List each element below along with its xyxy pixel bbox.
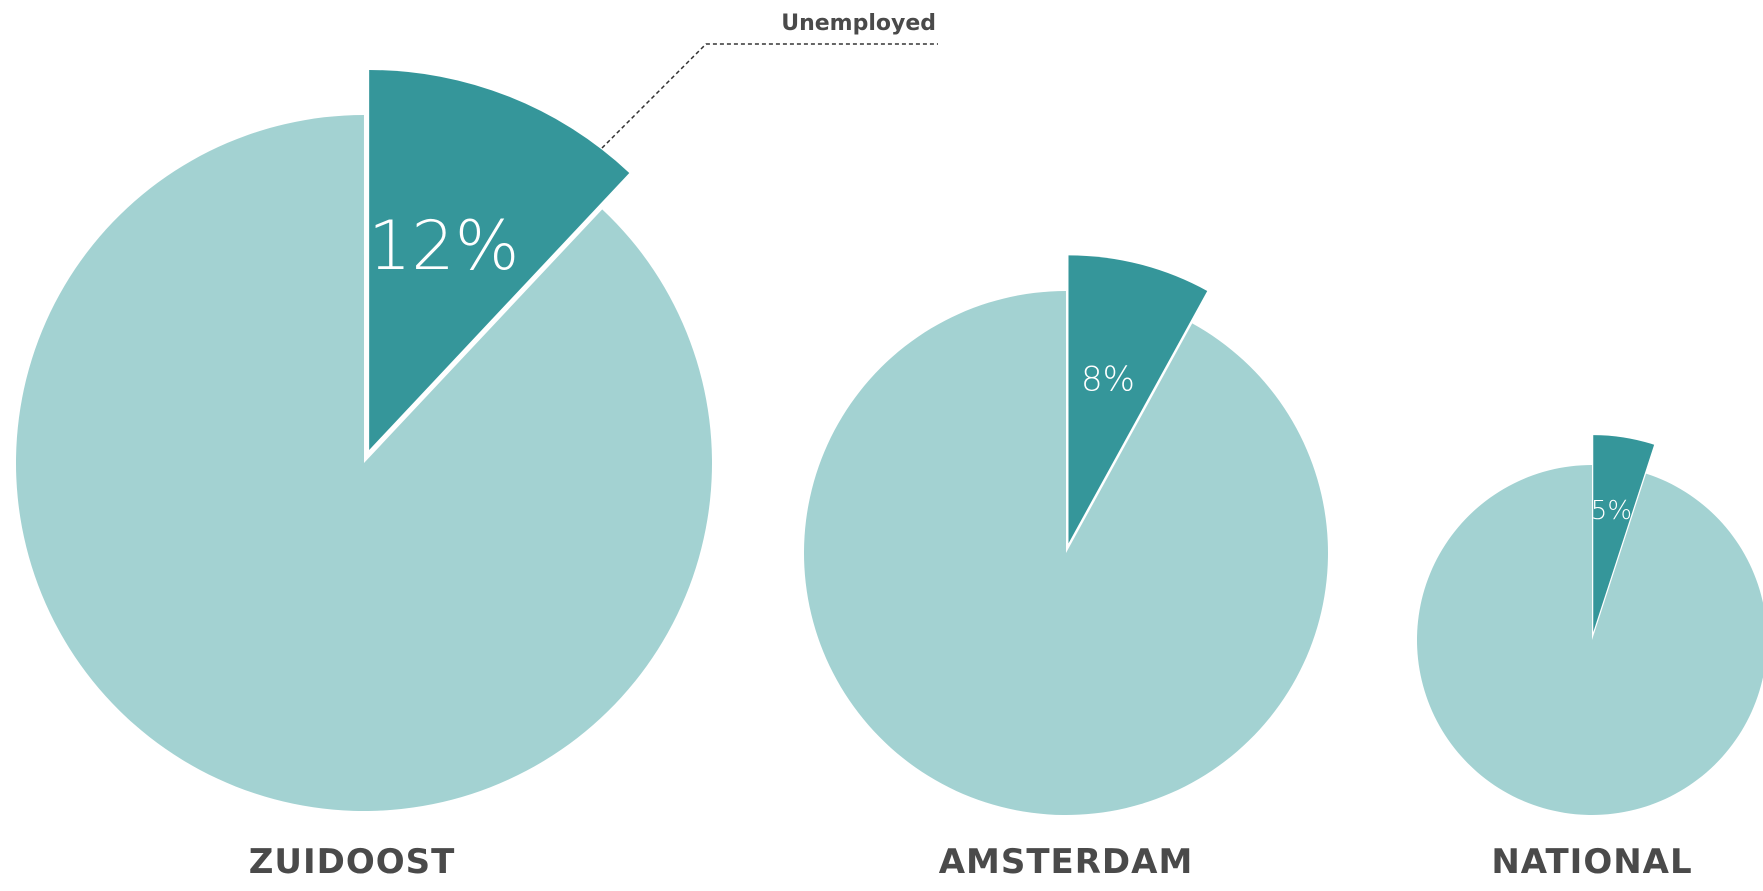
pie-national-remainder-slice (1417, 465, 1763, 815)
callout-unemployed-label: Unemployed (781, 11, 936, 36)
pies-group: 12% ZUIDOOST 8% AMSTERDAM 5% NATIONAL (15, 69, 1763, 882)
pie-zuidoost-remainder-slice (15, 115, 712, 811)
pie-national-region-label: NATIONAL (1491, 842, 1692, 882)
pie-national: 5% NATIONAL (1417, 435, 1763, 882)
pie-zuidoost-region-label: ZUIDOOST (249, 842, 456, 882)
pie-zuidoost-unemployed-slice (369, 69, 630, 450)
pie-amsterdam-remainder-slice (804, 291, 1328, 816)
pie-zuidoost: 12% ZUIDOOST (15, 69, 712, 882)
pie-zuidoost-percent-label: 12% (368, 207, 519, 286)
pie-national-percent-label: 5% (1591, 496, 1632, 526)
callout-leader-line (601, 43, 938, 149)
pie-amsterdam-unemployed-slice (1068, 255, 1208, 544)
pie-amsterdam-percent-label: 8% (1081, 360, 1135, 400)
pie-amsterdam-region-label: AMSTERDAM (939, 842, 1194, 882)
callout: Unemployed (601, 11, 938, 149)
pie-national-unemployed-slice (1593, 435, 1655, 633)
pie-amsterdam: 8% AMSTERDAM (804, 255, 1328, 882)
